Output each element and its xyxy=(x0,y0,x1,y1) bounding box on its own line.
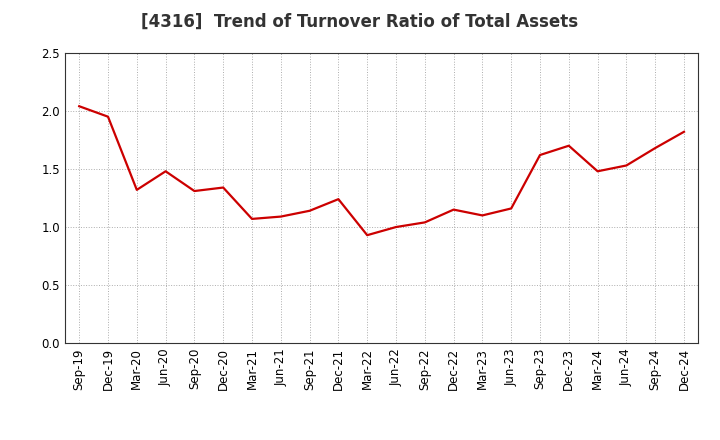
Text: [4316]  Trend of Turnover Ratio of Total Assets: [4316] Trend of Turnover Ratio of Total … xyxy=(141,13,579,31)
